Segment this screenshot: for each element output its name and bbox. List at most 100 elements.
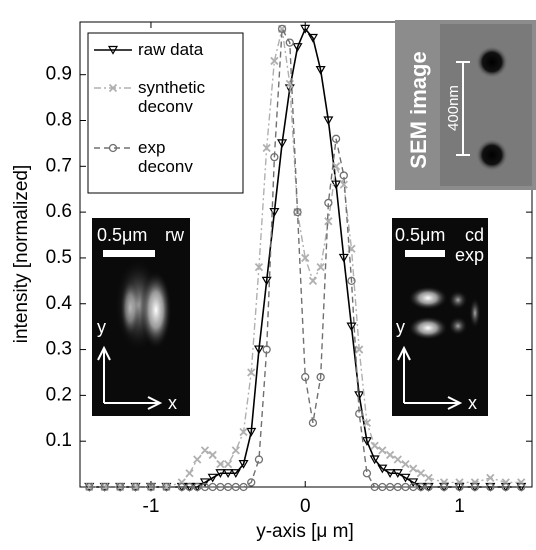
marker	[424, 482, 433, 492]
marker	[355, 345, 364, 354]
marker	[424, 473, 433, 482]
marker	[254, 455, 264, 464]
marker	[416, 482, 426, 492]
y-tick-label: 0.2	[46, 384, 72, 405]
marker	[208, 450, 217, 460]
y-tick-label: 0.9	[46, 64, 72, 85]
legend-label: synthetic deconv	[138, 78, 206, 116]
marker	[193, 455, 202, 464]
marker	[393, 482, 402, 492]
marker	[300, 24, 311, 34]
marker	[200, 482, 210, 492]
marker	[223, 482, 233, 492]
marker	[247, 478, 256, 487]
y-tick-label: 0.3	[46, 339, 72, 360]
y-tick-label: 0.4	[46, 293, 73, 314]
marker	[315, 66, 326, 75]
blob	[408, 286, 448, 310]
marker	[307, 33, 318, 43]
inset-axis-y: y	[396, 317, 405, 337]
marker	[253, 345, 264, 355]
inset-tag: cd	[465, 225, 484, 245]
marker	[331, 134, 341, 143]
sem-label: SEM image	[406, 51, 431, 168]
scale-bar	[103, 250, 155, 257]
marker	[223, 469, 234, 478]
marker	[377, 464, 388, 474]
y-tick-label: 0.1	[46, 430, 72, 451]
marker	[354, 391, 365, 401]
marker	[392, 469, 403, 478]
marker	[177, 482, 186, 492]
marker	[216, 459, 225, 469]
marker	[385, 482, 395, 492]
blob	[140, 270, 172, 350]
inset-right: 0.5μm cd exp y x	[392, 218, 488, 416]
y-tick-label: 0.6	[46, 201, 72, 222]
marker	[361, 437, 372, 446]
inset-tag: exp	[455, 245, 484, 265]
marker	[247, 368, 256, 377]
sem-scale-bar	[456, 61, 470, 156]
marker	[346, 322, 357, 332]
sem-hole	[476, 46, 508, 78]
marker	[486, 482, 495, 492]
sem-scale-label: 400nm	[445, 85, 462, 131]
marker	[470, 482, 480, 492]
marker	[277, 139, 288, 149]
marker	[308, 418, 318, 428]
marker	[369, 455, 380, 465]
marker	[362, 469, 372, 478]
y-axis-label: intensity [normalized]	[11, 165, 32, 343]
inset-left: 0.5μm rw y x	[92, 218, 190, 416]
y-tick-label: 0.5	[46, 247, 72, 268]
marker	[239, 482, 248, 492]
inset-tag: rw	[165, 225, 185, 245]
marker	[308, 276, 318, 285]
blob	[448, 290, 468, 310]
marker	[230, 469, 241, 478]
marker	[316, 262, 325, 272]
marker	[409, 482, 418, 492]
marker	[339, 171, 348, 180]
marker	[301, 372, 310, 382]
marker	[501, 482, 510, 492]
y-tick-label: 0.7	[46, 155, 72, 176]
marker	[215, 469, 226, 478]
marker	[239, 427, 248, 437]
marker	[146, 482, 156, 492]
marker	[401, 482, 410, 492]
marker	[378, 482, 387, 492]
marker	[115, 482, 125, 492]
marker	[285, 38, 294, 47]
blob	[120, 278, 140, 338]
marker	[270, 56, 279, 66]
marker	[338, 253, 349, 263]
marker	[85, 482, 94, 492]
marker	[200, 446, 210, 455]
marker	[238, 459, 249, 469]
marker	[409, 464, 418, 473]
plot-frame	[79, 21, 533, 488]
scale-label: 0.5μm	[395, 225, 445, 245]
marker	[293, 207, 302, 217]
marker	[107, 45, 119, 55]
marker	[370, 441, 379, 450]
marker	[231, 482, 240, 492]
marker	[270, 152, 279, 162]
x-tick-label: 1	[454, 496, 465, 517]
marker	[262, 345, 271, 354]
legend-box	[87, 32, 244, 194]
inset-axes	[97, 345, 163, 410]
marker	[216, 482, 225, 492]
marker	[199, 478, 210, 488]
marker	[292, 43, 303, 52]
marker	[208, 482, 217, 492]
marker	[323, 116, 334, 126]
marker	[416, 469, 426, 478]
marker	[455, 482, 464, 492]
marker	[324, 198, 333, 208]
marker	[401, 459, 410, 469]
scale-label: 0.5μm	[97, 225, 147, 245]
